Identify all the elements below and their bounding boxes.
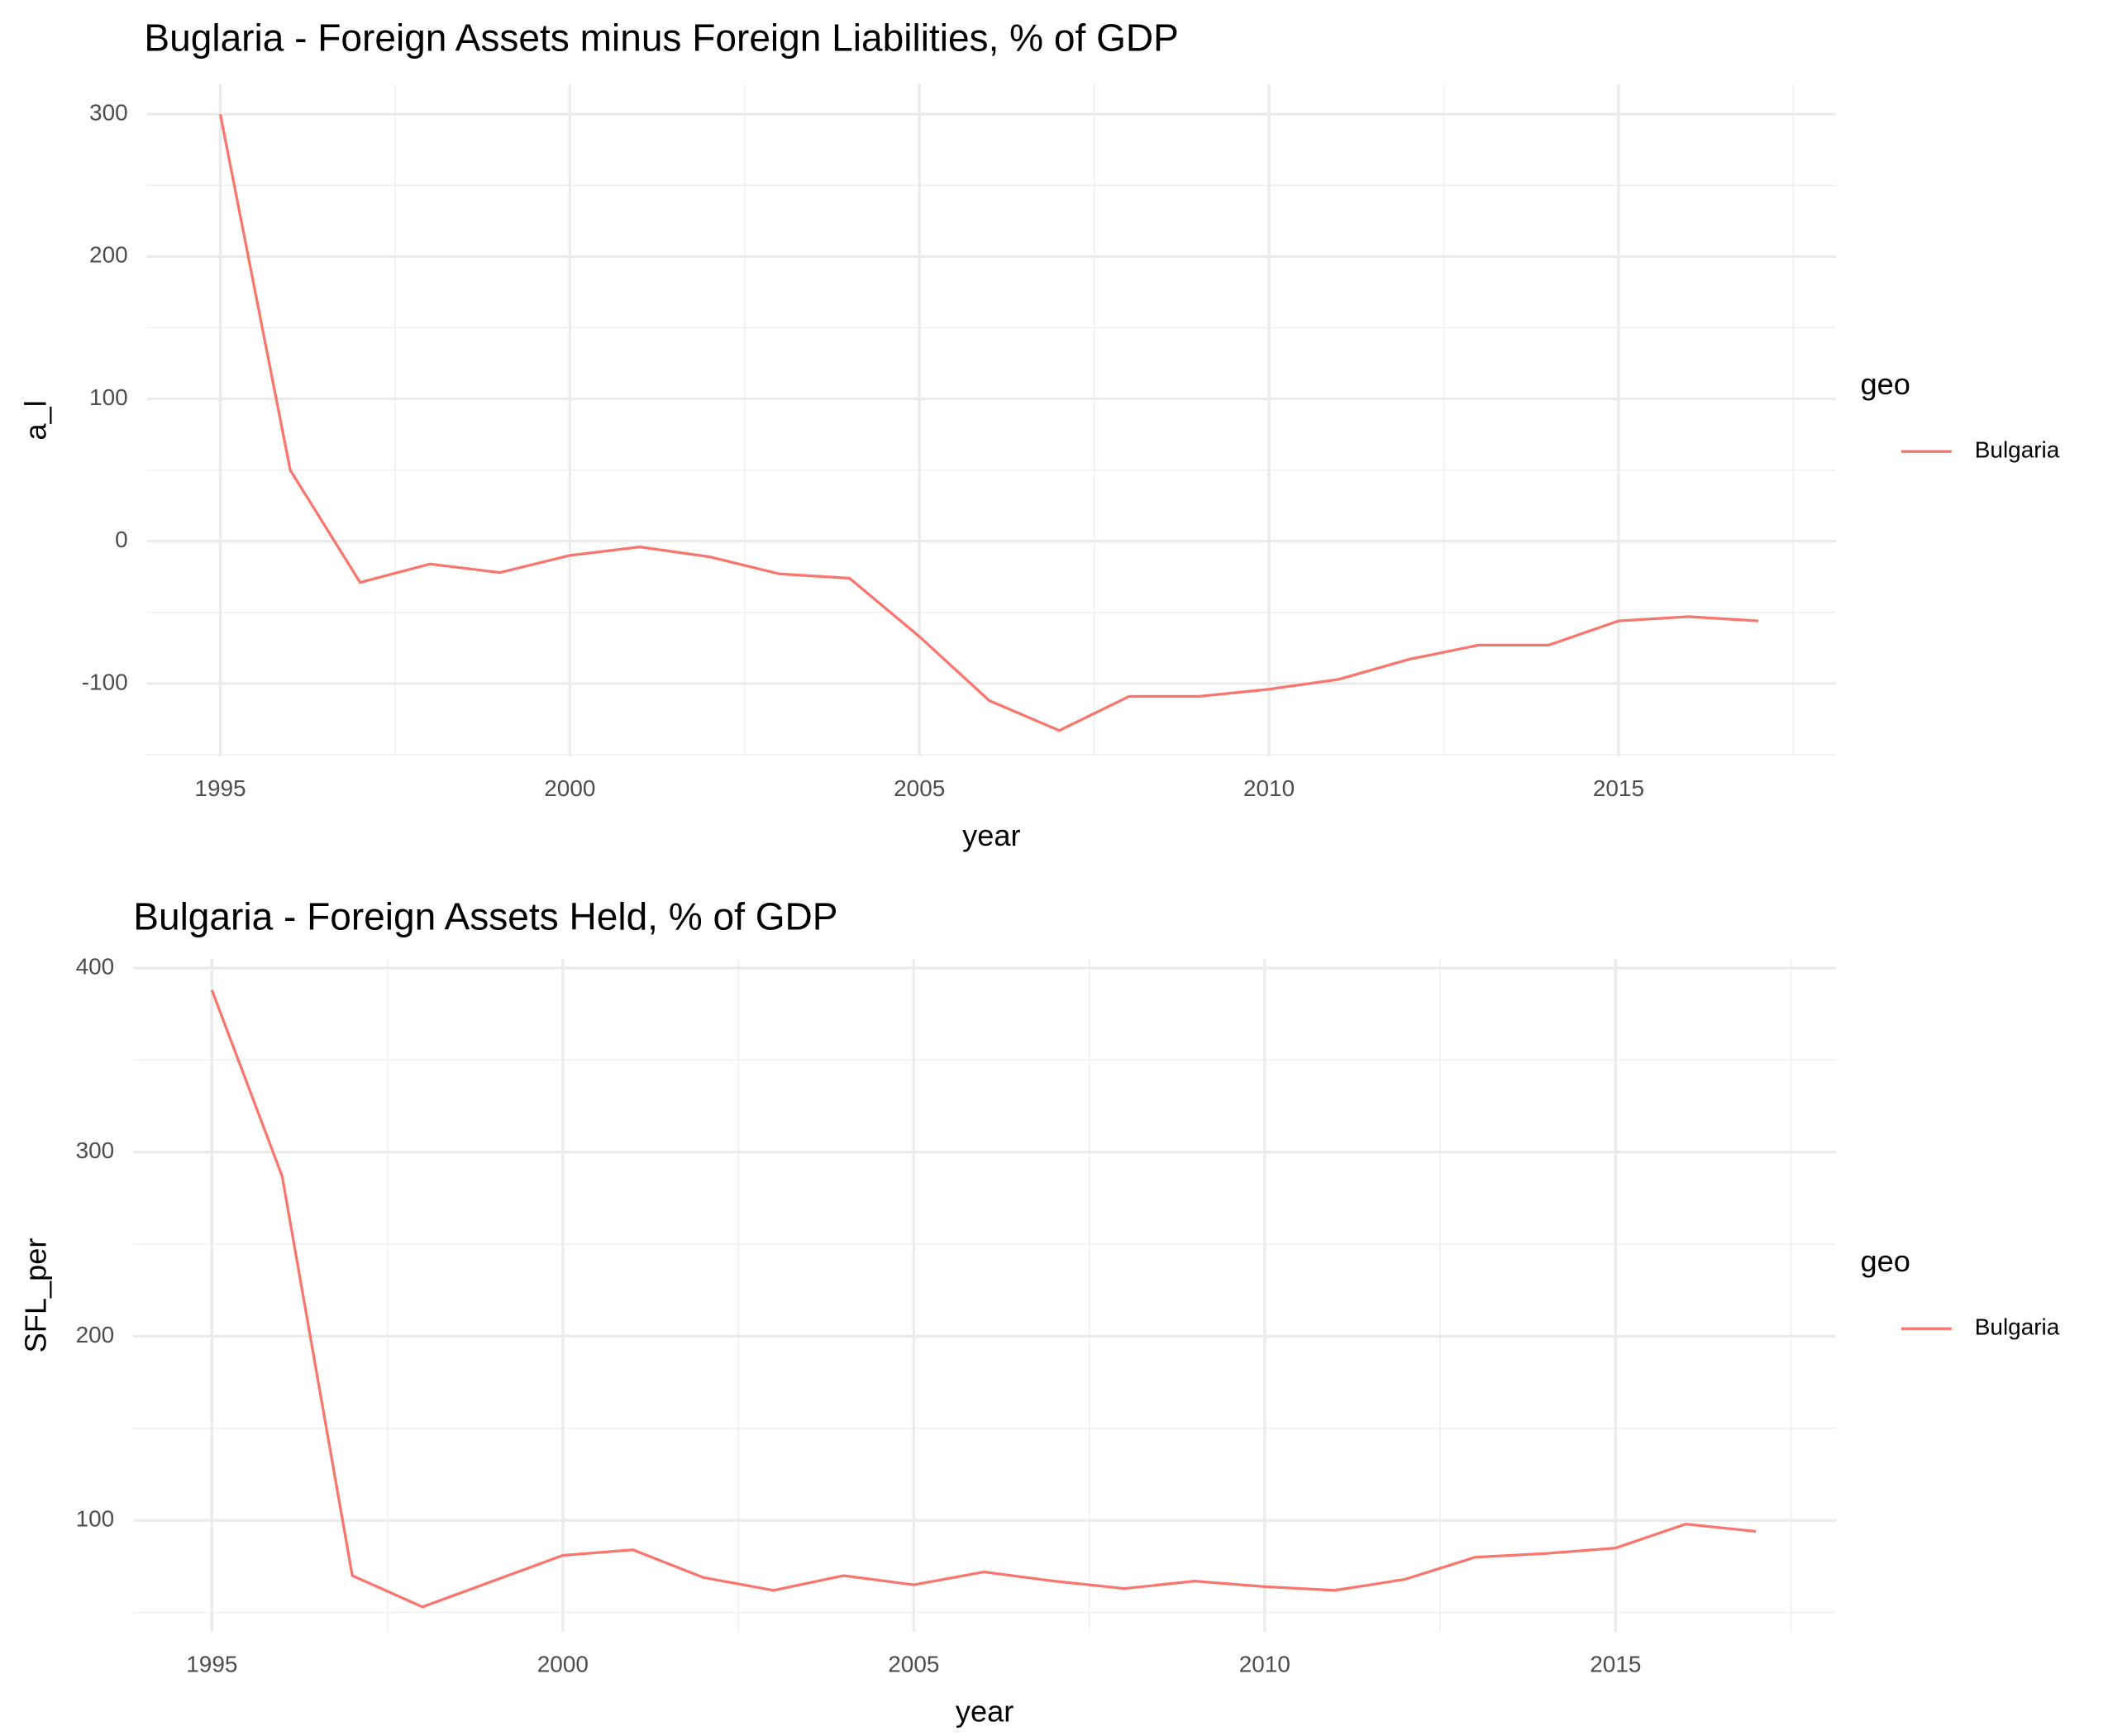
x-tick-label: 2015 (1593, 775, 1644, 801)
y-tick-label: 200 (89, 242, 128, 268)
x-axis-title: year (956, 1694, 1013, 1728)
legend-title: geo (1861, 1244, 1910, 1278)
data-line (210, 990, 1757, 1609)
x-tick-label: 1995 (186, 1652, 237, 1677)
y-tick-label: 300 (89, 100, 128, 126)
x-tick-label: 2005 (888, 1652, 939, 1677)
chart-title: Buglaria - Foreign Assets minus Foreign … (144, 17, 1178, 60)
y-tick-label: 400 (76, 953, 115, 979)
y-tick-label: 100 (76, 1506, 115, 1532)
x-tick-label: 2010 (1243, 775, 1295, 801)
x-tick-label: 2000 (544, 775, 595, 801)
y-tick-label: 100 (89, 384, 128, 410)
x-tick-label: 2000 (537, 1652, 589, 1677)
chart-title: Bulgaria - Foreign Assets Held, % of GDP (133, 894, 837, 937)
y-tick-label: 200 (76, 1322, 115, 1347)
y-tick-label: -100 (82, 669, 128, 694)
y-axis-title: a_l (19, 400, 53, 440)
y-tick-label: 300 (76, 1137, 115, 1163)
y-axis-title: SFL_per (19, 1238, 53, 1353)
x-tick-label: 1995 (194, 775, 246, 801)
legend-label: Bulgaria (1975, 1314, 2060, 1340)
legend-title: geo (1861, 367, 1910, 401)
legend-label: Bulgaria (1975, 437, 2060, 463)
x-axis-title: year (962, 818, 1020, 852)
y-tick-label: 0 (115, 527, 128, 552)
x-tick-label: 2015 (1590, 1652, 1641, 1677)
x-tick-label: 2010 (1239, 1652, 1290, 1677)
x-tick-label: 2005 (894, 775, 945, 801)
data-line (218, 113, 1759, 732)
